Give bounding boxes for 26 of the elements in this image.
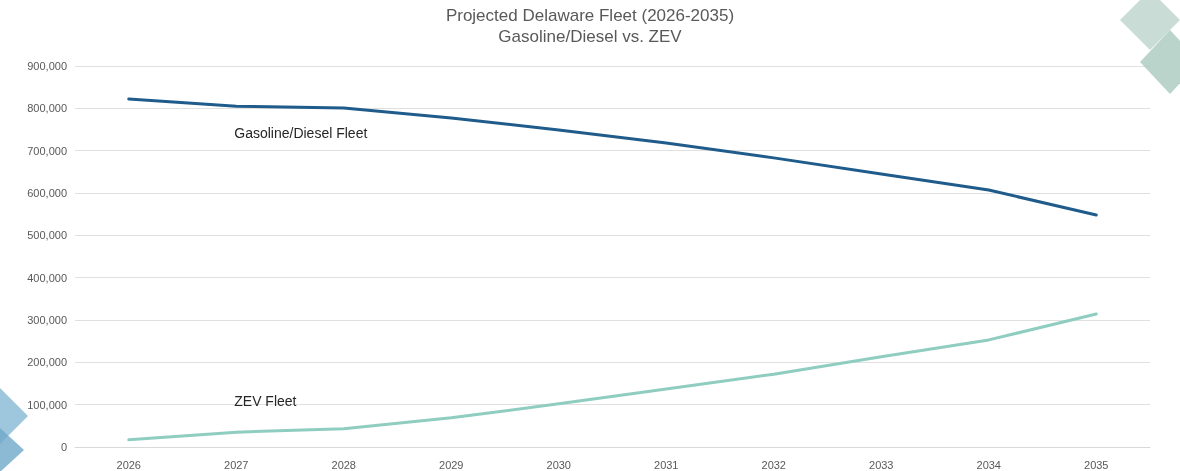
y-tick-label: 200,000 xyxy=(27,356,67,369)
y-tick-label: 100,000 xyxy=(27,398,67,411)
series-label: ZEV Fleet xyxy=(234,393,297,410)
x-tick-label: 2032 xyxy=(761,458,786,471)
x-tick-label: 2033 xyxy=(869,458,894,471)
line-series xyxy=(127,97,1098,217)
y-tick-label: 300,000 xyxy=(27,314,67,326)
chart-subtitle: Gasoline/Diesel vs. ZEV xyxy=(498,27,683,46)
x-tick-label: 2029 xyxy=(439,458,464,471)
y-tick-label: 700,000 xyxy=(27,144,67,157)
y-tick-label: 400,000 xyxy=(27,271,67,284)
line-series xyxy=(127,312,1098,442)
x-tick-label: 2035 xyxy=(1084,458,1109,471)
y-tick-label: 800,000 xyxy=(27,102,67,115)
y-tick-label: 900,000 xyxy=(27,60,67,72)
x-tick-label: 2027 xyxy=(224,458,249,471)
y-tick-label: 0 xyxy=(60,441,67,453)
x-tick-label: 2031 xyxy=(654,458,679,471)
x-tick-label: 2026 xyxy=(116,458,141,471)
x-tick-label: 2030 xyxy=(546,458,571,471)
x-tick-label: 2034 xyxy=(976,458,1001,471)
chart-title: Projected Delaware Fleet (2026-2035) xyxy=(445,6,735,25)
y-tick-label: 500,000 xyxy=(27,229,67,242)
x-tick-label: 2028 xyxy=(331,458,356,471)
series-label: Gasoline/Diesel Fleet xyxy=(234,125,368,142)
y-tick-label: 600,000 xyxy=(27,187,67,199)
